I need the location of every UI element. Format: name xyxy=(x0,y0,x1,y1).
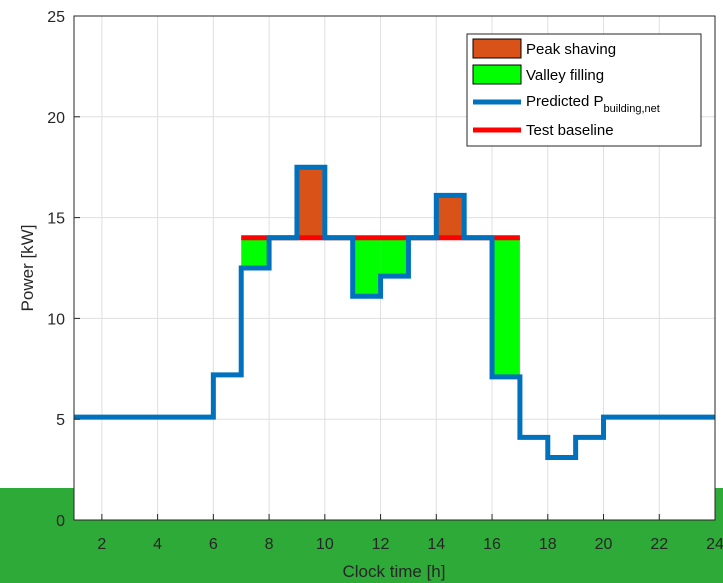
predicted-layer xyxy=(74,164,715,461)
y-tick-label: 20 xyxy=(47,110,65,127)
x-tick-label: 16 xyxy=(483,536,501,553)
x-tick-label: 2 xyxy=(97,536,106,553)
y-axis-label: Power [kW] xyxy=(18,225,37,312)
x-tick-label: 24 xyxy=(706,536,723,553)
predicted-power-line xyxy=(74,164,715,461)
x-tick-label: 14 xyxy=(427,536,445,553)
x-tick-label: 18 xyxy=(539,536,557,553)
x-tick-label: 4 xyxy=(153,536,162,553)
x-tick-label: 12 xyxy=(372,536,390,553)
x-tick-label: 20 xyxy=(595,536,613,553)
legend-peak-shaving-label: Peak shaving xyxy=(526,41,616,58)
legend-baseline-label: Test baseline xyxy=(526,122,614,139)
legend-valley-filling-label: Valley filling xyxy=(526,67,604,84)
valley-filling-region xyxy=(492,237,520,377)
y-tick-label: 10 xyxy=(47,311,65,328)
valley-filling-regions xyxy=(241,237,520,377)
legend-predicted-label: Predicted Pbuilding,net xyxy=(526,93,660,115)
y-tick-label: 0 xyxy=(56,513,65,530)
legend: Peak shaving Valley filling Predicted Pb… xyxy=(466,33,702,147)
valley-filling-region xyxy=(241,237,270,268)
peak-shaving-region xyxy=(296,167,325,238)
x-tick-label: 10 xyxy=(316,536,334,553)
legend-predicted-label-sub: building,net xyxy=(604,103,660,115)
x-axis-label: Clock time [h] xyxy=(343,562,446,581)
peak-shaving-region xyxy=(436,195,465,238)
x-tick-label: 8 xyxy=(265,536,274,553)
legend-valley-filling-swatch xyxy=(472,64,522,85)
y-tick-label: 25 xyxy=(47,9,65,26)
x-tick-label: 22 xyxy=(650,536,668,553)
peak-shaving-regions xyxy=(296,167,465,238)
x-tick-label: 6 xyxy=(209,536,218,553)
valley-filling-region xyxy=(380,237,409,277)
ticks xyxy=(74,15,716,521)
plot-frame xyxy=(73,15,716,521)
y-tick-label: 5 xyxy=(56,412,65,429)
legend-peak-shaving-swatch xyxy=(472,38,522,59)
valley-filling-region xyxy=(352,237,381,297)
y-tick-label: 15 xyxy=(47,211,65,228)
legend-predicted-label-main: Predicted P xyxy=(526,93,604,110)
